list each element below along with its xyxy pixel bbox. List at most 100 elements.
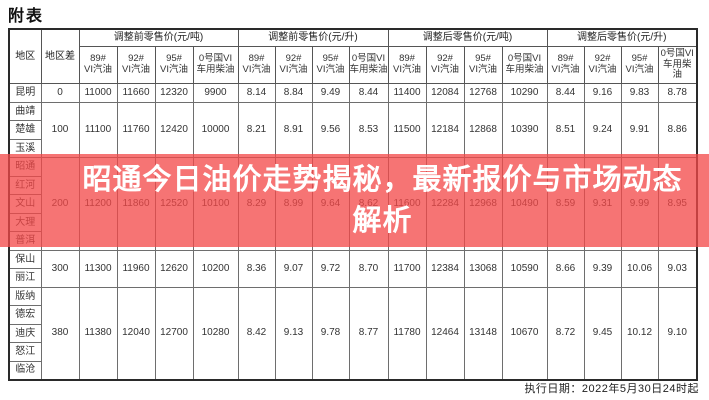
group-header: 调整前零售价(元/吨): [78, 28, 239, 47]
value-cell: 11960: [116, 249, 156, 288]
value-cell: 9.78: [311, 286, 350, 380]
col-header: 0号国VI 车用柴油: [192, 46, 239, 84]
value-cell: 9.39: [583, 249, 622, 288]
value-cell: 12384: [425, 249, 465, 288]
region-cell: 版纳: [8, 286, 42, 306]
region-cell: 楚雄: [8, 120, 42, 140]
value-cell: 8.42: [237, 286, 276, 380]
value-cell: 9.56: [311, 101, 350, 158]
value-cell: 11780: [387, 286, 427, 380]
value-cell: 8.77: [348, 286, 389, 380]
value-cell: 9.07: [274, 249, 313, 288]
value-cell: 8.78: [657, 83, 698, 103]
col-header: 89# VI汽油: [78, 46, 118, 84]
value-cell: 8.14: [237, 83, 276, 103]
col-header: 92# VI汽油: [425, 46, 465, 84]
value-cell: 10.12: [620, 286, 659, 380]
value-cell: 8.36: [237, 249, 276, 288]
value-cell: 8.44: [546, 83, 585, 103]
table-row: 楚雄: [8, 120, 697, 140]
region-cell: 临沧: [8, 360, 42, 380]
value-cell: 9.91: [620, 101, 659, 158]
value-cell: 9.49: [311, 83, 350, 103]
value-cell: 8.70: [348, 249, 389, 288]
value-cell: 8.86: [657, 101, 698, 158]
col-header: 95# VI汽油: [311, 46, 350, 84]
value-cell: 12768: [463, 83, 503, 103]
value-cell: 10200: [192, 249, 239, 288]
banner-text-line1: 昭通今日油价走势揭秘，最新报价与市场动态: [82, 164, 683, 197]
diff-cell: 0: [40, 83, 80, 103]
value-cell: 13148: [463, 286, 503, 380]
col-header: 0号国VI 车用柴油: [501, 46, 548, 84]
value-cell: 8.44: [348, 83, 389, 103]
value-cell: 11700: [387, 249, 427, 288]
value-cell: 10590: [501, 249, 548, 288]
value-cell: 9.13: [274, 286, 313, 380]
value-cell: 11660: [116, 83, 156, 103]
value-cell: 11400: [387, 83, 427, 103]
value-cell: 9.72: [311, 249, 350, 288]
value-cell: 10390: [501, 101, 548, 158]
value-cell: 8.91: [274, 101, 313, 158]
diff-cell: 380: [40, 286, 80, 380]
value-cell: 10670: [501, 286, 548, 380]
region-cell: 曲靖: [8, 101, 42, 121]
group-header: 调整前零售价(元/升): [237, 28, 389, 47]
value-cell: 8.51: [546, 101, 585, 158]
region-cell: 丽江: [8, 268, 42, 288]
col-header: 95# VI汽油: [463, 46, 503, 84]
value-cell: 12084: [425, 83, 465, 103]
group-header: 调整后零售价(元/吨): [387, 28, 548, 47]
value-cell: 9.24: [583, 101, 622, 158]
col-header: 0号国VI 车用柴油: [348, 46, 389, 84]
corner-diff-header: 地区差: [40, 28, 80, 84]
value-cell: 10.06: [620, 249, 659, 288]
value-cell: 11380: [78, 286, 118, 380]
table-row: 昆明 0 11000 11660 12320 9900 8.14 8.84 9.49 8.44 11…: [8, 83, 698, 103]
region-cell: 保山: [8, 249, 42, 269]
value-cell: 8.21: [237, 101, 276, 158]
col-header: 92# VI汽油: [583, 46, 622, 84]
col-header: 89# VI汽油: [387, 46, 427, 84]
value-cell: 12320: [154, 83, 194, 103]
value-cell: 9.83: [620, 83, 659, 103]
value-cell: 11100: [78, 101, 118, 158]
corner-region-header: 地区: [8, 28, 42, 84]
value-cell: 9.03: [657, 249, 698, 288]
region-cell: 昆明: [8, 83, 42, 103]
value-cell: 12420: [154, 101, 194, 158]
col-header: 95# VI汽油: [154, 46, 194, 84]
table-row: 曲靖 100 11100 11760 12420 10000 8.21 8.91 9.56 8.5…: [8, 101, 698, 158]
region-cell: 迪庆: [8, 323, 42, 343]
value-cell: 10000: [192, 101, 239, 158]
diff-cell: 300: [40, 249, 80, 288]
col-header: 0号国VI 车用柴油: [657, 46, 698, 84]
col-header: 89# VI汽油: [546, 46, 585, 84]
region-cell: 德宏: [8, 305, 42, 325]
value-cell: 12040: [116, 286, 156, 380]
value-cell: 9.10: [657, 286, 698, 380]
value-cell: 9.45: [583, 286, 622, 380]
col-header: 89# VI汽油: [237, 46, 276, 84]
value-cell: 11300: [78, 249, 118, 288]
value-cell: 8.72: [546, 286, 585, 380]
diff-cell: 100: [40, 101, 80, 158]
value-cell: 10290: [501, 83, 548, 103]
value-cell: 13068: [463, 249, 503, 288]
value-cell: 11760: [116, 101, 156, 158]
value-cell: 12620: [154, 249, 194, 288]
table-row: 保山 300 11300 11960 12620 10200 8.36 9.07 9.72 8.7…: [8, 249, 698, 288]
value-cell: 12184: [425, 101, 465, 158]
value-cell: 11000: [78, 83, 118, 103]
table-row: 德宏: [8, 305, 697, 325]
table-row: 版纳 380 11380 12040 12700 10280 8.42 9.13 9.78 8.7…: [8, 286, 698, 380]
table-header: 地区 地区差 调整前零售价(元/吨) 调整前零售价(元/升) 调整后零售价(元/吨) 调整…: [8, 28, 698, 84]
banner-overlay: 昭通今日油价走势揭秘，最新报价与市场动态 解析: [0, 154, 709, 247]
region-cell: 怒江: [8, 342, 42, 362]
execution-date: 执行日期：2022年5月30日24时起: [524, 383, 699, 395]
value-cell: 12464: [425, 286, 465, 380]
table-row: 临沧: [8, 360, 697, 380]
value-cell: 9900: [192, 83, 239, 103]
col-header: 92# VI汽油: [116, 46, 156, 84]
